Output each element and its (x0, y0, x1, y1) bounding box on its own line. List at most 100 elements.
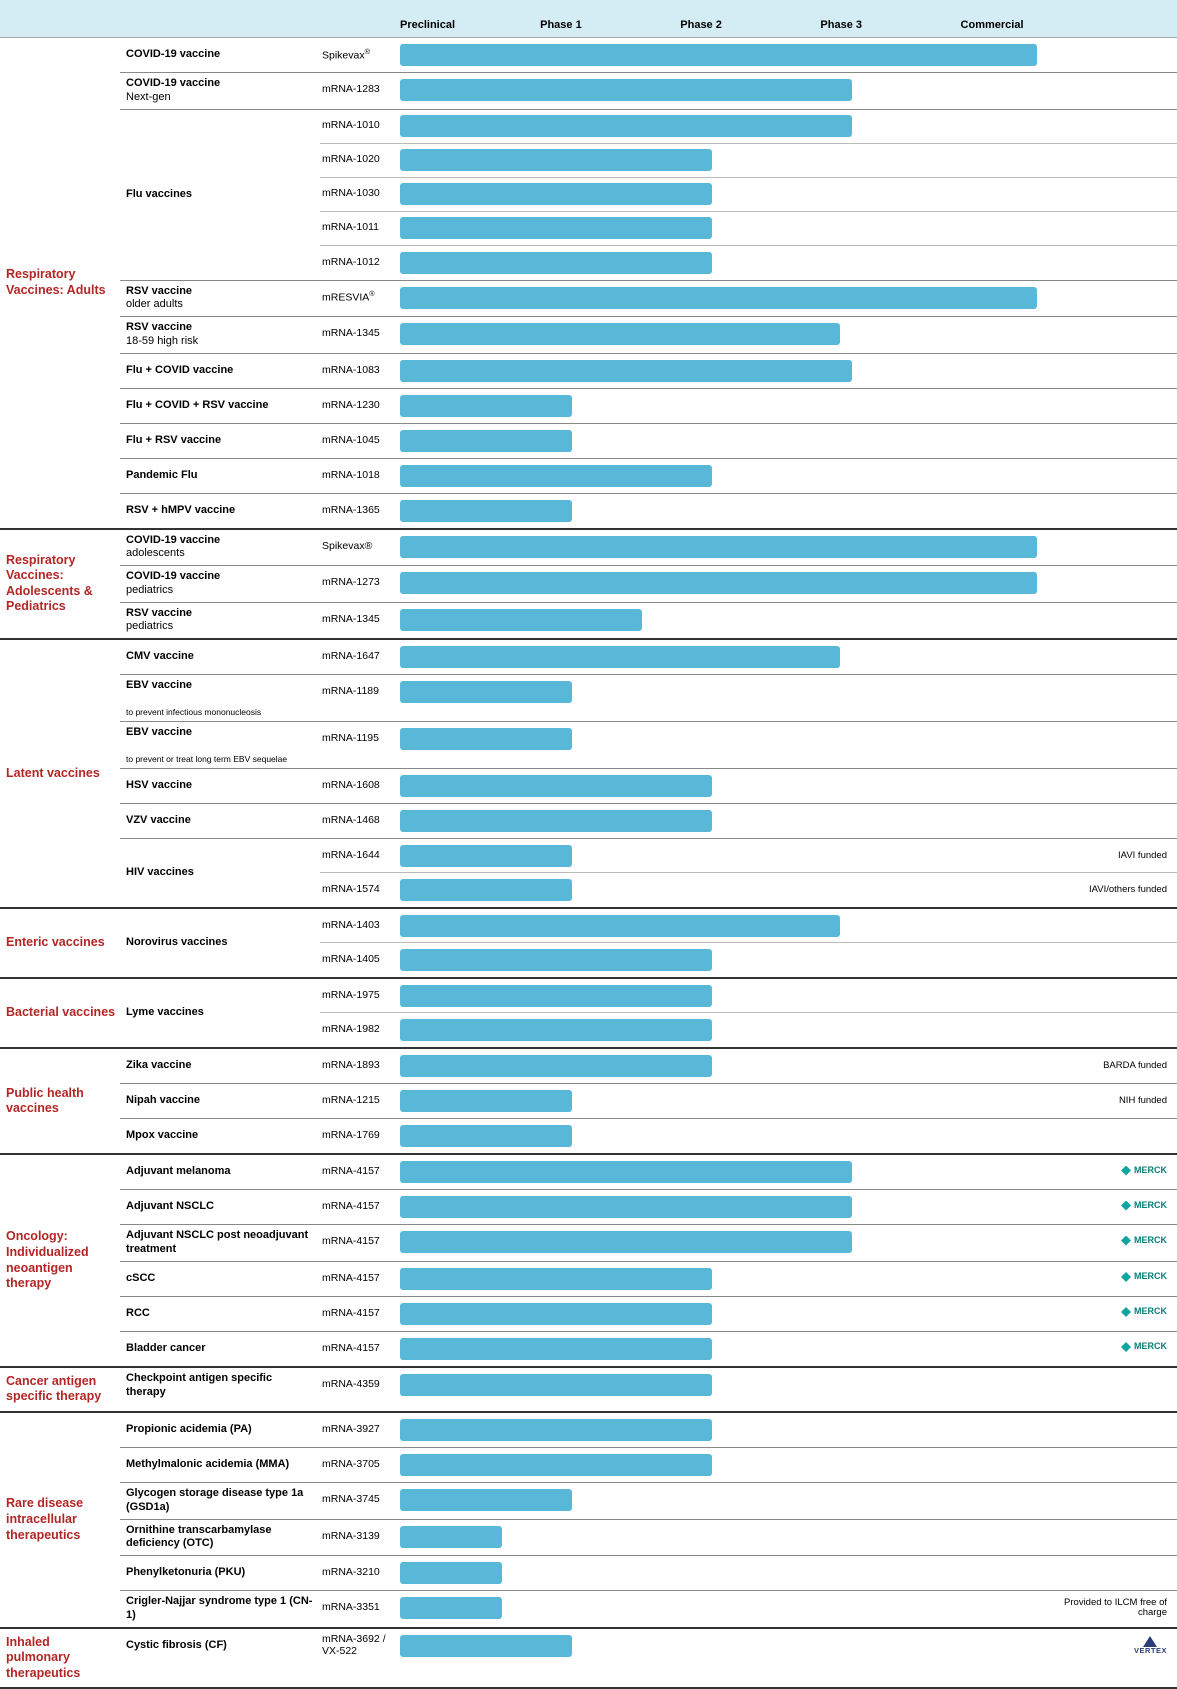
row-note: MERCK (1037, 1166, 1177, 1179)
product-code: mRNA-1230 (320, 400, 400, 412)
product-code: mRNA-1018 (320, 470, 400, 482)
program-name: HSV vaccine (120, 769, 320, 803)
progress-track (400, 500, 1037, 522)
pipeline-row: mRNA-1030 (320, 178, 1177, 212)
program-name: RSV vaccine 18-59 high risk (120, 317, 320, 353)
phase-header: PreclinicalPhase 1Phase 2Phase 3Commerci… (0, 0, 1177, 38)
pipeline-row: mRNA-1020 (320, 144, 1177, 178)
progress-track (400, 1055, 1037, 1077)
product-code: mRNA-4359 (320, 1379, 400, 1391)
progress-track (400, 1635, 1037, 1657)
progress-track (400, 1562, 1037, 1584)
merck-badge: MERCK (1121, 1166, 1167, 1176)
merck-badge: MERCK (1121, 1201, 1167, 1211)
category-label: Latent vaccines (0, 640, 120, 907)
product-code: mRNA-1012 (320, 257, 400, 269)
progress-bar (400, 728, 572, 750)
progress-bar (400, 609, 642, 631)
row-note: IAVI/others funded (1037, 885, 1177, 895)
rows-container: Norovirus vaccinesmRNA-1403mRNA-1405 (120, 909, 1177, 977)
merck-badge: MERCK (1121, 1272, 1167, 1282)
progress-track (400, 609, 1037, 631)
subgroup: COVID-19 vaccine pediatricsmRNA-1273 (120, 566, 1177, 603)
category-block: Public health vaccinesZika vaccinemRNA-1… (0, 1049, 1177, 1155)
product-code: mRNA-4157 (320, 1236, 400, 1248)
pipeline-row: mRNA-1365 (320, 494, 1177, 528)
rows-container: COVID-19 vaccine adolescentsSpikevax®COV… (120, 530, 1177, 639)
progress-bar (400, 1268, 712, 1290)
pipeline-row: mRNA-1230 (320, 389, 1177, 423)
category-block: Bacterial vaccinesLyme vaccinesmRNA-1975… (0, 979, 1177, 1049)
row-note: MERCK (1037, 1236, 1177, 1249)
program-name: VZV vaccine (120, 804, 320, 838)
category-label: Enteric vaccines (0, 909, 120, 977)
product-code: mRNA-1975 (320, 990, 400, 1002)
category-label: Cancer antigen specific therapy (0, 1368, 120, 1411)
subgroup: Methylmalonic acidemia (MMA)mRNA-3705 (120, 1448, 1177, 1483)
program-name: COVID-19 vaccine adolescents (120, 530, 320, 566)
pipeline-row: mRNA-3351Provided to ILCM free of charge (320, 1591, 1177, 1625)
progress-track (400, 252, 1037, 274)
program-name: Cystic fibrosis (CF) (120, 1629, 320, 1663)
progress-bar (400, 500, 572, 522)
vertex-badge: VERTEX (1134, 1636, 1167, 1655)
progress-track (400, 1597, 1037, 1619)
pipeline-row: mRNA-1273 (320, 566, 1177, 600)
pipeline-row: mRNA-1345 (320, 317, 1177, 351)
category-block: Rare disease intracellular therapeuticsP… (0, 1413, 1177, 1629)
progress-bar (400, 287, 1037, 309)
progress-track (400, 287, 1037, 309)
product-code: mRNA-1403 (320, 920, 400, 932)
subgroup: COVID-19 vaccine Next-genmRNA-1283 (120, 73, 1177, 110)
row-note: MERCK (1037, 1342, 1177, 1355)
progress-track (400, 44, 1037, 66)
category-label: Respiratory Vaccines: Adolescents & Pedi… (0, 530, 120, 639)
subgroup: Mpox vaccinemRNA-1769 (120, 1119, 1177, 1153)
product-code: mRNA-3745 (320, 1494, 400, 1506)
progress-bar (400, 646, 840, 668)
subgroup: Phenylketonuria (PKU)mRNA-3210 (120, 1556, 1177, 1591)
subgroup: Crigler-Najjar syndrome type 1 (CN-1)mRN… (120, 1591, 1177, 1627)
progress-track (400, 1196, 1037, 1218)
pipeline-row: mRNA-1018 (320, 459, 1177, 493)
progress-bar (400, 79, 852, 101)
row-note: Provided to ILCM free of charge (1037, 1598, 1177, 1619)
progress-track (400, 810, 1037, 832)
subgroup: RSV vaccine older adultsmRESVIA® (120, 281, 1177, 318)
program-name: Pandemic Flu (120, 459, 320, 493)
pipeline-row: mRNA-1644IAVI funded (320, 839, 1177, 873)
pipeline-row: mRNA-1769 (320, 1119, 1177, 1153)
progress-bar (400, 1055, 712, 1077)
product-code: mRNA-1574 (320, 884, 400, 896)
row-note: MERCK (1037, 1272, 1177, 1285)
product-code: mRNA-3139 (320, 1531, 400, 1543)
phase-label: Preclinical (400, 19, 455, 31)
product-code: mRNA-1020 (320, 154, 400, 166)
program-name: Flu + RSV vaccine (120, 424, 320, 458)
progress-track (400, 1090, 1037, 1112)
rows-container: Checkpoint antigen specific therapymRNA-… (120, 1368, 1177, 1411)
progress-bar (400, 681, 572, 703)
subgroup: VZV vaccinemRNA-1468 (120, 804, 1177, 839)
progress-track (400, 845, 1037, 867)
category-label: Bacterial vaccines (0, 979, 120, 1047)
product-code: mRNA-1030 (320, 188, 400, 200)
pipeline-row: mRNA-1608 (320, 769, 1177, 803)
subgroup: Zika vaccinemRNA-1893BARDA funded (120, 1049, 1177, 1084)
subgroup: COVID-19 vaccineSpikevax® (120, 38, 1177, 73)
product-code: mRNA-1769 (320, 1130, 400, 1142)
pipeline-row: mRNA-1647 (320, 640, 1177, 674)
category-block: Oncology: Individualized neoantigen ther… (0, 1155, 1177, 1368)
product-code: mRNA-1345 (320, 328, 400, 340)
progress-track (400, 536, 1037, 558)
program-name: HIV vaccines (120, 839, 320, 907)
pipeline-row: mRNA-3745 (320, 1483, 1177, 1517)
pipeline-chart: Respiratory Vaccines: AdultsCOVID-19 vac… (0, 38, 1177, 1689)
product-code: Spikevax® (320, 48, 400, 62)
pipeline-row: mRNA-3210 (320, 1556, 1177, 1590)
product-code: mRNA-1893 (320, 1060, 400, 1072)
subgroup: Ornithine transcarbamylase deficiency (O… (120, 1520, 1177, 1557)
subgroup: cSCCmRNA-4157MERCK (120, 1262, 1177, 1297)
program-name: CMV vaccine (120, 640, 320, 674)
program-name: RSV vaccine pediatrics (120, 603, 320, 639)
